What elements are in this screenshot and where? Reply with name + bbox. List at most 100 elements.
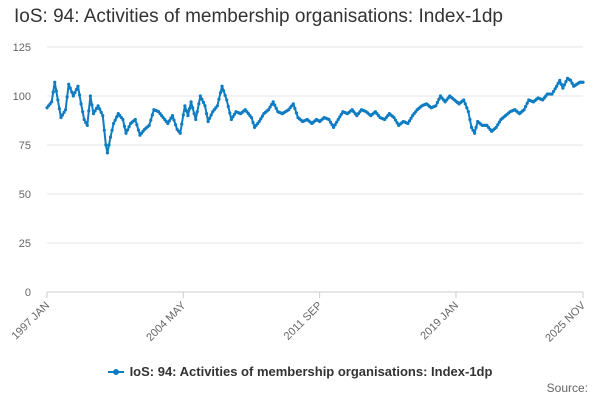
- data-point: [50, 100, 54, 104]
- data-point: [409, 116, 413, 120]
- data-point: [218, 91, 223, 95]
- legend-series-marker-icon: [107, 367, 124, 377]
- data-point: [406, 121, 410, 126]
- chart-title: IoS: 94: Activities of membership organi…: [14, 6, 503, 27]
- data-point: [186, 114, 190, 118]
- data-point: [115, 115, 119, 119]
- data-point: [522, 108, 526, 112]
- data-point: [525, 101, 529, 105]
- data-point: [91, 112, 96, 116]
- data-point: [150, 113, 154, 117]
- data-point: [339, 112, 343, 116]
- data-point: [231, 115, 235, 119]
- data-point: [76, 84, 80, 88]
- data-point: [294, 111, 299, 115]
- data-point: [494, 125, 498, 129]
- data-point: [101, 114, 105, 118]
- data-point: [121, 117, 125, 122]
- data-point: [223, 93, 227, 97]
- data-point: [60, 113, 65, 117]
- data-point: [181, 113, 185, 117]
- data-point: [166, 121, 170, 126]
- data-point: [468, 117, 472, 122]
- legend-series-label: IoS: 94: Activities of membership organi…: [129, 364, 493, 379]
- data-point: [62, 110, 66, 114]
- data-point: [555, 84, 559, 88]
- data-point: [189, 100, 193, 104]
- data-point: [273, 103, 277, 107]
- data-point: [232, 112, 237, 116]
- data-point: [187, 107, 192, 111]
- data-point: [434, 104, 438, 108]
- data-point: [73, 91, 77, 95]
- data-point: [330, 123, 334, 127]
- legend[interactable]: IoS: 94: Activities of membership organi…: [0, 364, 600, 379]
- data-point: [327, 117, 331, 122]
- data-point: [562, 83, 567, 87]
- data-point: [104, 143, 108, 147]
- data-point: [558, 78, 562, 82]
- data-point: [105, 151, 110, 155]
- data-point: [147, 123, 151, 127]
- data-point: [226, 104, 230, 109]
- data-point: [67, 82, 71, 86]
- data-point: [392, 115, 396, 120]
- data-point: [192, 112, 196, 116]
- data-point: [407, 119, 412, 123]
- data-point: [201, 100, 206, 105]
- data-point: [437, 97, 441, 101]
- data-point: [463, 102, 467, 106]
- data-point: [222, 89, 226, 93]
- data-point: [393, 118, 398, 122]
- data-point: [550, 92, 554, 96]
- data-point: [331, 125, 336, 129]
- data-point: [99, 110, 103, 114]
- data-point: [184, 109, 189, 113]
- data-point: [90, 103, 94, 107]
- data-point: [208, 116, 212, 120]
- y-tick-label: 50: [19, 189, 31, 201]
- data-point: [466, 110, 470, 114]
- data-point: [209, 113, 213, 117]
- data-point: [471, 128, 475, 132]
- data-point: [338, 115, 342, 119]
- data-point: [85, 123, 89, 127]
- x-tick-label: 2025 NOV: [543, 299, 588, 344]
- gridlines: [47, 46, 583, 244]
- data-point: [84, 120, 88, 125]
- data-point: [70, 90, 74, 94]
- data-point: [135, 123, 139, 127]
- data-point: [328, 120, 333, 124]
- data-point: [81, 110, 85, 114]
- data-point: [88, 94, 92, 98]
- data-point: [110, 128, 114, 132]
- data-point: [108, 135, 113, 139]
- data-point: [581, 80, 585, 84]
- data-point: [124, 131, 128, 135]
- data-point: [51, 90, 55, 94]
- data-point: [87, 109, 91, 113]
- axes: [46, 291, 584, 298]
- data-point: [167, 119, 171, 123]
- data-point: [462, 98, 466, 102]
- data-point: [136, 128, 140, 132]
- data-point: [333, 123, 337, 127]
- data-point: [127, 125, 131, 129]
- data-point: [96, 104, 100, 108]
- data-point: [178, 131, 182, 135]
- data-point: [149, 118, 153, 122]
- data-point: [217, 97, 221, 101]
- data-point: [180, 122, 184, 126]
- data-point: [173, 123, 178, 127]
- y-tick-label: 100: [13, 91, 31, 103]
- data-point: [474, 125, 478, 129]
- data-point: [183, 104, 187, 108]
- data-point: [203, 104, 207, 108]
- data-point: [274, 106, 278, 111]
- data-point: [94, 106, 99, 111]
- data-point: [395, 121, 399, 125]
- data-point: [206, 119, 210, 124]
- data-series: [45, 76, 585, 155]
- data-point: [198, 94, 202, 98]
- y-tick-label: 0: [25, 287, 31, 299]
